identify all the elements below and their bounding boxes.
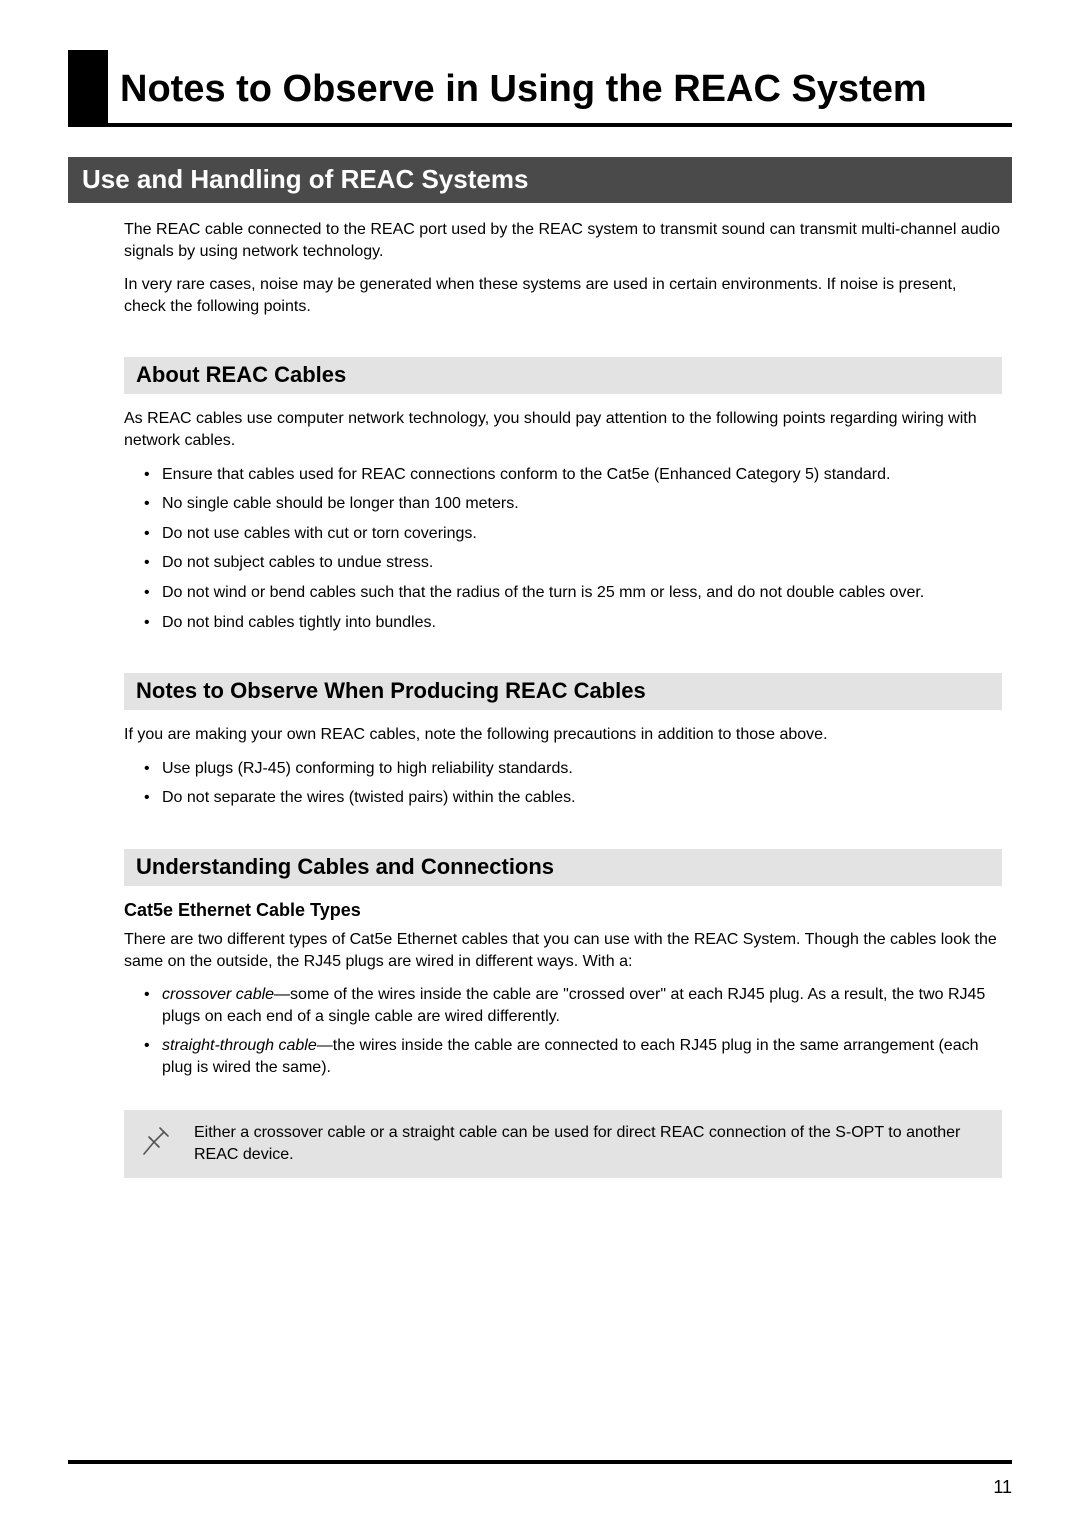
list-item: Do not wind or bend cables such that the…	[144, 582, 1002, 604]
term-crossover-desc: —some of the wires inside the cable are …	[162, 986, 985, 1025]
page: Notes to Observe in Using the REAC Syste…	[0, 0, 1080, 1528]
list-item: Do not use cables with cut or torn cover…	[144, 523, 1002, 545]
note-text: Either a crossover cable or a straight c…	[194, 1122, 988, 1165]
subsection-heading-about-cables: About REAC Cables	[124, 357, 1002, 394]
footer-rule	[68, 1460, 1012, 1464]
subsection-heading-producing-cables: Notes to Observe When Producing REAC Cab…	[124, 673, 1002, 710]
section-heading: Use and Handling of REAC Systems	[68, 157, 1012, 203]
list-item: crossover cable—some of the wires inside…	[144, 984, 1002, 1027]
page-title-block: Notes to Observe in Using the REAC Syste…	[68, 50, 1012, 127]
list-item: No single cable should be longer than 10…	[144, 493, 1002, 515]
intro-paragraph-1: The REAC cable connected to the REAC por…	[124, 219, 1002, 262]
note-callout: Either a crossover cable or a straight c…	[124, 1110, 1002, 1177]
sub1-intro: As REAC cables use computer network tech…	[124, 408, 1002, 451]
sub2-bullet-list: Use plugs (RJ-45) conforming to high rel…	[124, 758, 1002, 809]
sub1-bullet-list: Ensure that cables used for REAC connect…	[124, 464, 1002, 634]
list-item: Ensure that cables used for REAC connect…	[144, 464, 1002, 486]
page-title: Notes to Observe in Using the REAC Syste…	[108, 50, 1012, 123]
list-item: Use plugs (RJ-45) conforming to high rel…	[144, 758, 1002, 780]
term-straight: straight-through cable	[162, 1037, 317, 1054]
pin-icon	[138, 1124, 174, 1160]
sub3-intro: There are two different types of Cat5e E…	[124, 929, 1002, 972]
page-number: 11	[993, 1477, 1012, 1498]
sub3-subheading: Cat5e Ethernet Cable Types	[124, 900, 1002, 921]
intro-paragraph-2: In very rare cases, noise may be generat…	[124, 274, 1002, 317]
list-item: Do not bind cables tightly into bundles.	[144, 612, 1002, 634]
sub3-bullet-list: crossover cable—some of the wires inside…	[124, 984, 1002, 1078]
section-body: The REAC cable connected to the REAC por…	[68, 219, 1012, 1178]
term-crossover: crossover cable	[162, 986, 274, 1003]
subsection-heading-understanding: Understanding Cables and Connections	[124, 849, 1002, 886]
title-black-tab	[68, 50, 108, 123]
sub2-intro: If you are making your own REAC cables, …	[124, 724, 1002, 746]
list-item: Do not subject cables to undue stress.	[144, 552, 1002, 574]
list-item: Do not separate the wires (twisted pairs…	[144, 787, 1002, 809]
list-item: straight-through cable—the wires inside …	[144, 1035, 1002, 1078]
